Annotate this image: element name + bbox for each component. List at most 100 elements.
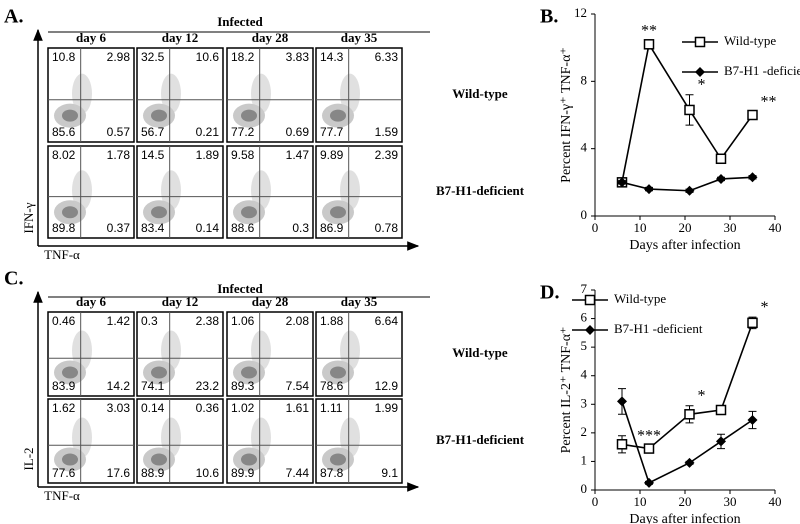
column-label: day 12	[162, 30, 198, 45]
quadrant-value: 1.42	[107, 314, 131, 328]
y-tick-label: 7	[581, 281, 588, 296]
event-cloud	[241, 453, 257, 466]
quadrant-value: 77.7	[320, 125, 344, 139]
significance-mark: ***	[637, 427, 661, 444]
y-tick-label: 4	[581, 140, 588, 155]
quadrant-value: 3.03	[107, 401, 131, 415]
event-cloud	[161, 417, 181, 458]
significance-mark: *	[698, 76, 706, 93]
event-cloud	[151, 366, 167, 379]
event-cloud	[161, 170, 181, 211]
quadrant-value: 0.21	[196, 125, 220, 139]
event-cloud	[72, 417, 92, 458]
legend-label: B7-H1 -deficient	[724, 63, 800, 78]
significance-mark: *	[761, 299, 769, 316]
plot-box	[136, 47, 224, 143]
quadrant-value: 87.8	[320, 466, 344, 480]
y-tick-label: 8	[581, 72, 588, 87]
quadrant-value: 1.11	[320, 401, 343, 415]
x-tick-label: 30	[724, 494, 737, 509]
quadrant-value: 85.6	[52, 125, 76, 139]
quadrant-value: 74.1	[141, 379, 165, 393]
quadrant-value: 56.7	[141, 125, 165, 139]
quadrant-value: 12.9	[375, 379, 399, 393]
quadrant-value: 1.99	[375, 401, 399, 415]
y-tick-label: 2	[581, 424, 588, 439]
legend-marker	[694, 36, 706, 48]
quadrant-value: 23.2	[196, 379, 220, 393]
event-cloud	[251, 170, 271, 211]
event-cloud	[241, 366, 257, 379]
panel-label: A.	[4, 6, 23, 28]
event-cloud	[330, 109, 346, 122]
quadrant-value: 1.89	[196, 148, 220, 162]
y-tick-label: 1	[581, 452, 588, 467]
panel-header: Infected	[217, 14, 263, 29]
x-axis-label: TNF-α	[44, 247, 80, 262]
quadrant-value: 9.1	[381, 466, 398, 480]
event-cloud	[251, 73, 271, 114]
y-axis-label: IL-2	[21, 447, 36, 470]
x-tick-label: 40	[769, 494, 782, 509]
column-label: day 12	[162, 294, 198, 309]
quadrant-value: 78.6	[320, 379, 344, 393]
y-tick-label: 0	[581, 481, 588, 496]
quadrant-value: 1.78	[107, 148, 131, 162]
quadrant-value: 10.8	[52, 50, 76, 64]
quadrant-value: 0.57	[107, 125, 131, 139]
x-tick-label: 30	[724, 220, 737, 235]
quadrant-value: 83.9	[52, 379, 76, 393]
event-cloud	[72, 73, 92, 114]
quadrant-value: 1.06	[231, 314, 255, 328]
data-point	[616, 439, 628, 450]
event-cloud	[251, 417, 271, 458]
row-label: B7-H1-deficient	[436, 183, 525, 198]
event-cloud	[251, 330, 271, 371]
legend-marker	[584, 294, 596, 306]
y-tick-label: 4	[581, 367, 588, 382]
y-axis-label: Percent IL-2⁺ TNF-α⁺	[559, 327, 574, 454]
data-point	[715, 153, 727, 165]
x-tick-label: 20	[679, 494, 692, 509]
data-point	[684, 409, 695, 420]
quadrant-value: 2.38	[196, 314, 220, 328]
quadrant-value: 1.61	[286, 401, 310, 415]
legend-marker	[695, 67, 705, 77]
event-cloud	[62, 366, 78, 379]
quadrant-value: 18.2	[231, 50, 255, 64]
panel-label: B.	[540, 6, 558, 28]
data-point	[684, 457, 695, 468]
quadrant-value: 6.64	[375, 314, 399, 328]
y-tick-label: 3	[581, 395, 588, 410]
significance-mark: **	[761, 93, 777, 110]
y-tick-label: 12	[574, 5, 587, 20]
quadrant-value: 1.88	[320, 314, 344, 328]
quadrant-value: 0.14	[196, 221, 220, 235]
event-cloud	[62, 109, 78, 122]
quadrant-value: 0.36	[196, 401, 220, 415]
quadrant-value: 77.6	[52, 466, 76, 480]
x-tick-label: 20	[679, 220, 692, 235]
data-point	[684, 185, 695, 196]
legend-label: Wild-type	[614, 291, 666, 306]
event-cloud	[340, 170, 360, 211]
quadrant-value: 0.78	[375, 221, 399, 235]
row-label: Wild-type	[452, 86, 508, 101]
legend-marker	[585, 325, 595, 335]
data-point	[617, 396, 627, 407]
y-axis-label: IFN-γ	[21, 202, 36, 233]
event-cloud	[340, 330, 360, 371]
event-cloud	[151, 453, 167, 466]
quadrant-value: 0.3	[141, 314, 158, 328]
quadrant-value: 8.02	[52, 148, 76, 162]
quadrant-value: 1.62	[52, 401, 76, 415]
panel-label: C.	[4, 268, 23, 290]
row-label: Wild-type	[452, 345, 508, 360]
x-tick-label: 10	[634, 494, 647, 509]
y-tick-label: 6	[581, 310, 588, 325]
quadrant-value: 6.33	[375, 50, 399, 64]
x-tick-label: 10	[634, 220, 647, 235]
data-point	[747, 415, 758, 425]
quadrant-value: 14.2	[107, 379, 131, 393]
data-point	[644, 477, 654, 488]
